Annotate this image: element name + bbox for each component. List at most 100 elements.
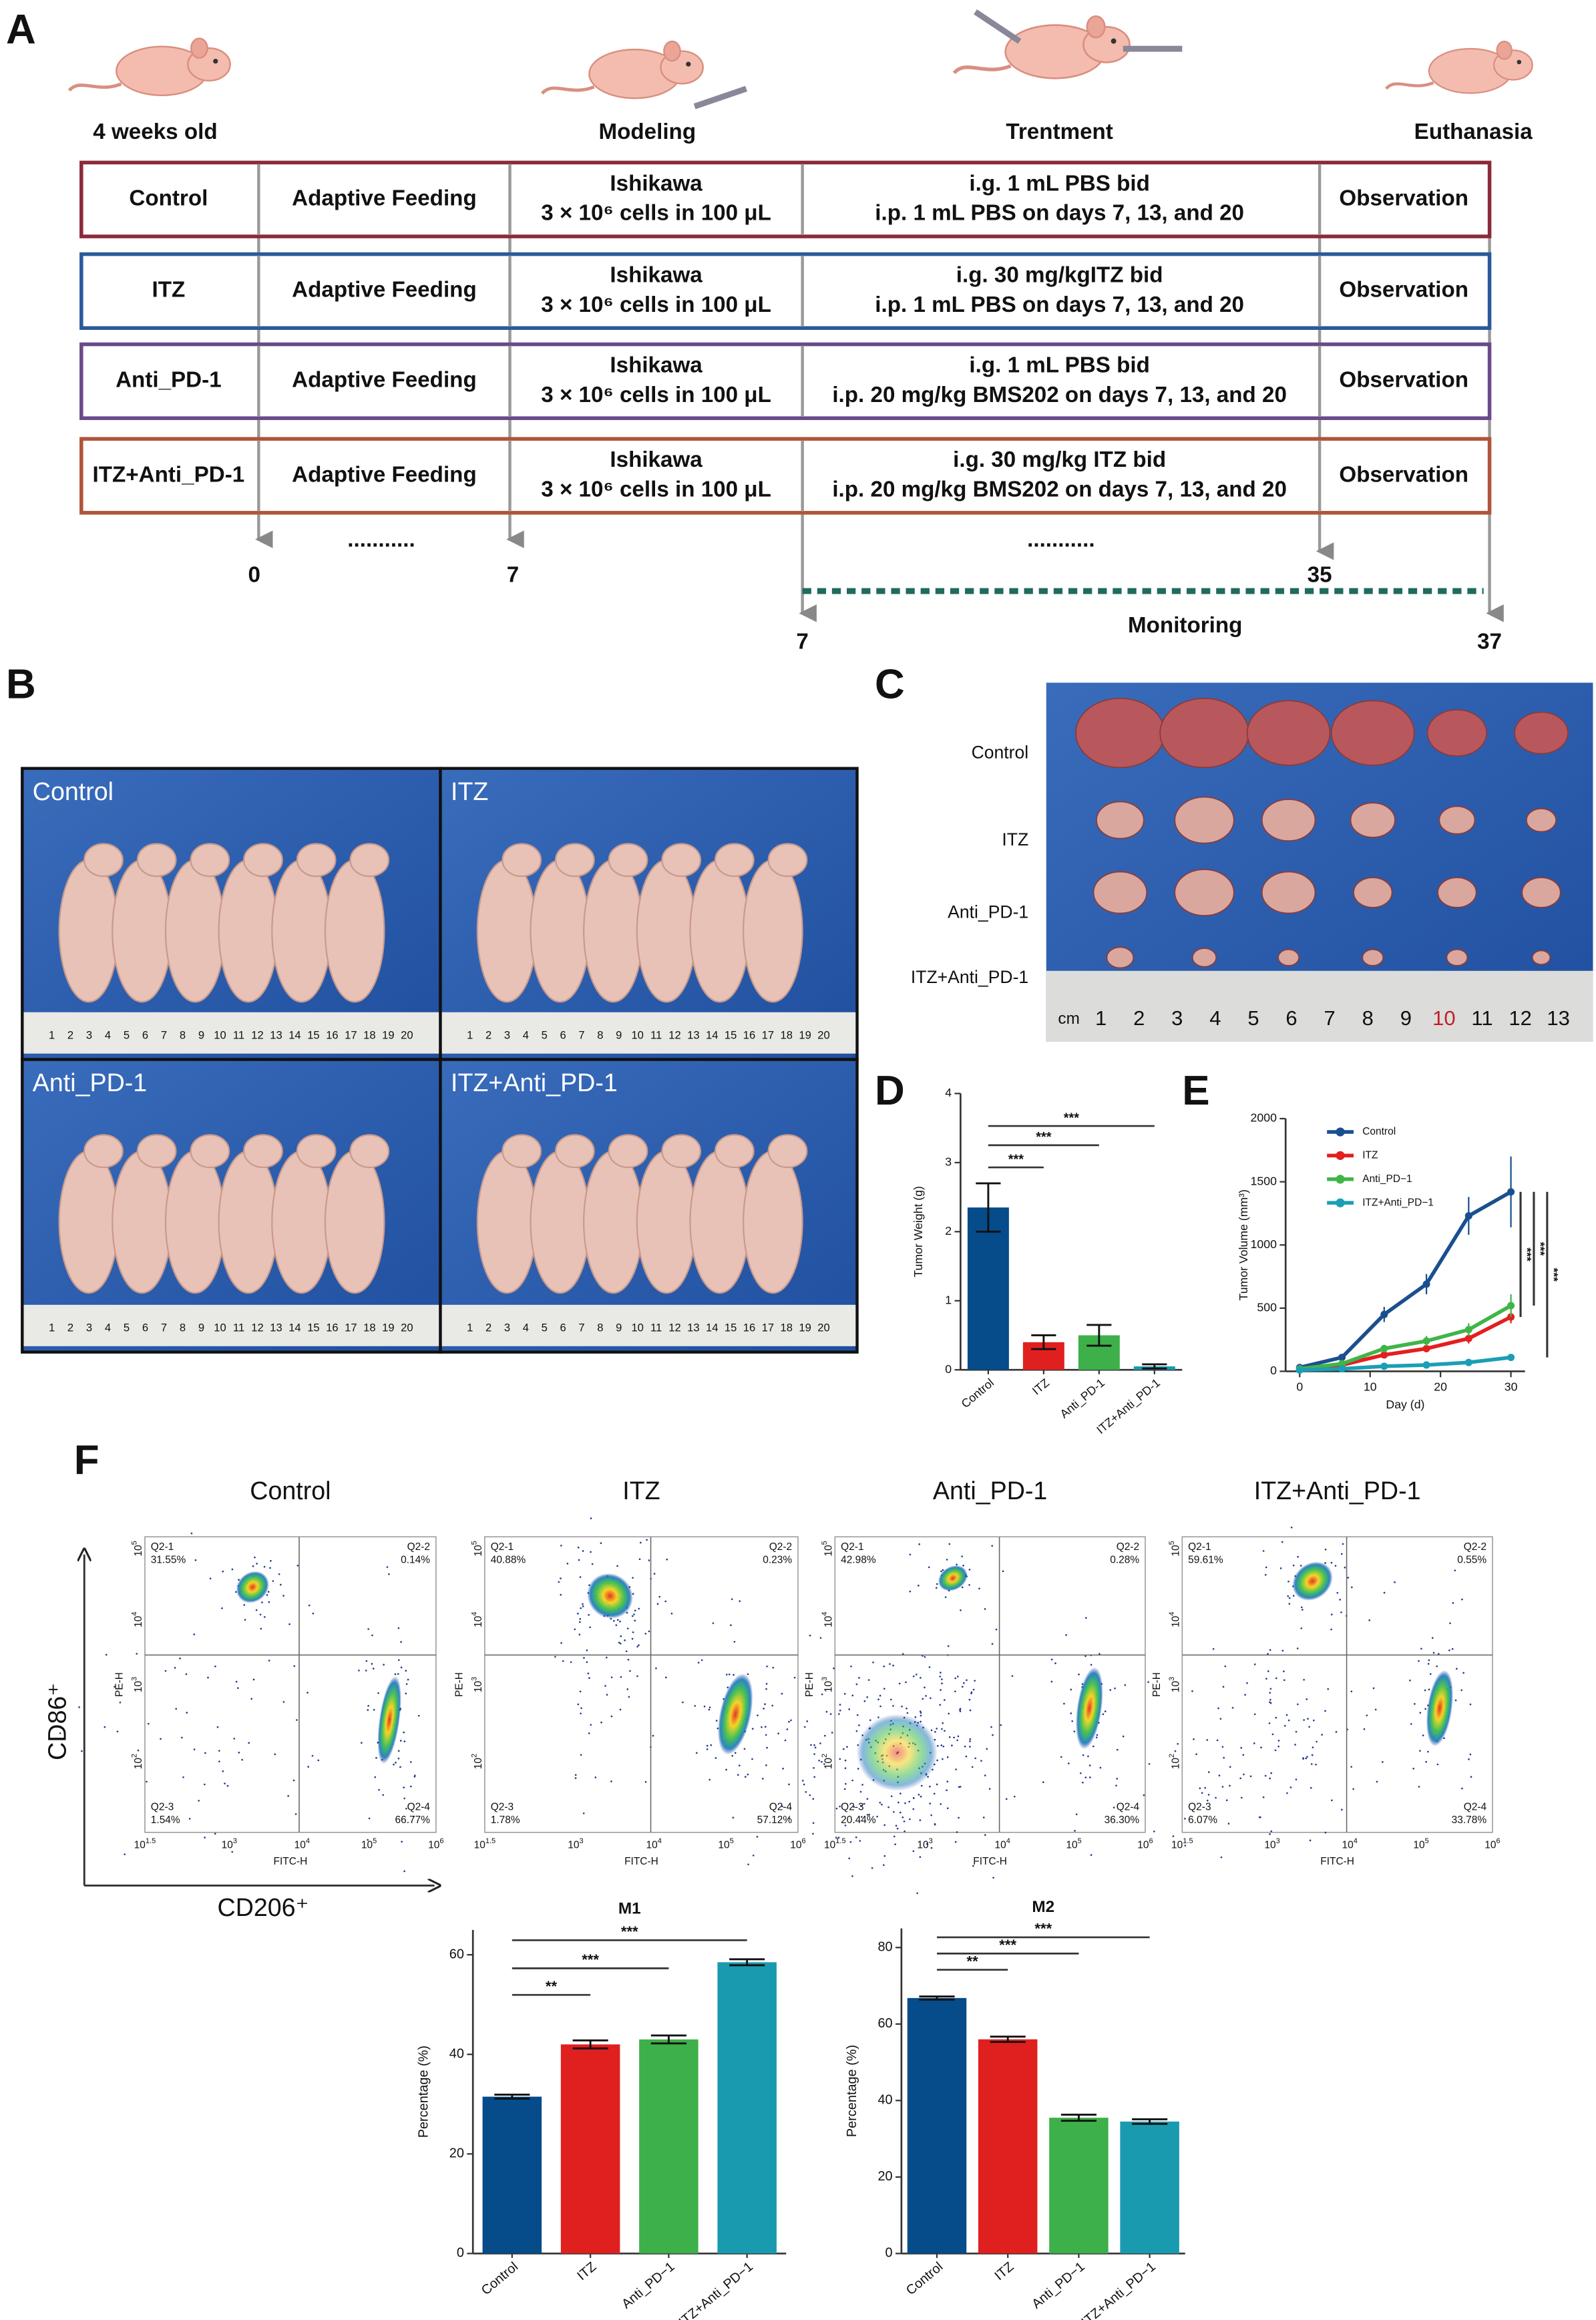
event-dot xyxy=(311,1754,314,1757)
panel-label: E xyxy=(1182,1068,1209,1114)
event-dot xyxy=(405,1670,407,1672)
tick-base: 10 xyxy=(473,1681,484,1692)
event-dot xyxy=(948,1712,950,1715)
event-dot xyxy=(936,1783,938,1786)
group-row xyxy=(79,252,1492,330)
event-dot xyxy=(1302,1757,1304,1759)
tick-base: 10 xyxy=(1342,1840,1354,1851)
event-dot xyxy=(137,1749,140,1752)
event-dot xyxy=(772,1666,775,1669)
event-dot xyxy=(941,1728,943,1730)
event-dot xyxy=(833,1667,835,1670)
event-dot xyxy=(920,1712,922,1714)
event-dot xyxy=(926,1843,928,1845)
ruler-number: 7 xyxy=(161,1322,167,1334)
tumor xyxy=(1514,711,1569,755)
event-dot xyxy=(831,1732,833,1734)
event-dot xyxy=(1347,1577,1350,1579)
event-dot xyxy=(984,1834,986,1836)
event-dot xyxy=(944,1730,946,1732)
event-dot xyxy=(255,1609,258,1611)
ruler-number: 16 xyxy=(743,1322,755,1334)
event-dot xyxy=(960,1609,962,1611)
modeling: Ishikawa xyxy=(610,447,703,472)
event-dot xyxy=(293,1665,296,1668)
event-dot xyxy=(940,1803,942,1805)
event-dot xyxy=(890,1795,893,1797)
event-dot xyxy=(1275,1716,1277,1719)
event-dot xyxy=(397,1673,399,1675)
event-dot xyxy=(574,1774,577,1776)
event-dot xyxy=(1274,1749,1277,1752)
event-dot xyxy=(902,1816,904,1818)
error-bar xyxy=(572,2039,608,2050)
event-dot xyxy=(574,1628,576,1631)
event-dot xyxy=(956,1739,958,1742)
event-dot xyxy=(835,1836,837,1839)
event-dot xyxy=(566,1562,569,1565)
event-dot xyxy=(378,1788,380,1791)
event-dot xyxy=(970,1691,973,1694)
tick-exponent: 4 xyxy=(1168,1611,1176,1615)
event-dot xyxy=(252,1678,255,1681)
photo-mouse xyxy=(271,1150,332,1294)
event-dot xyxy=(909,1590,912,1593)
x-axis-label: FITC-H xyxy=(624,1856,658,1867)
event-dot xyxy=(940,1744,943,1746)
event-dot xyxy=(812,1832,814,1835)
event-dot xyxy=(765,1683,768,1685)
event-dot xyxy=(1283,1724,1286,1727)
event-dot xyxy=(1063,1702,1065,1705)
event-dot xyxy=(1436,1763,1439,1766)
event-dot xyxy=(706,1748,709,1750)
event-dot xyxy=(580,1707,582,1710)
event-dot xyxy=(636,1675,638,1678)
event-dot xyxy=(136,1653,138,1655)
ruler-number: 12 xyxy=(1509,1006,1531,1030)
event-dot xyxy=(966,1679,968,1682)
event-dot xyxy=(615,1624,618,1626)
event-dot xyxy=(851,1779,853,1782)
event-dot xyxy=(1259,1816,1261,1818)
event-dot xyxy=(631,1615,634,1617)
event-dot xyxy=(1229,1766,1231,1768)
event-dot xyxy=(222,1770,224,1772)
event-dot xyxy=(413,1774,416,1777)
event-dot xyxy=(777,1732,779,1735)
x-tick-label: 104 xyxy=(646,1837,662,1851)
event-dot xyxy=(1303,1719,1305,1721)
event-dot xyxy=(243,1603,246,1606)
event-dot xyxy=(752,1855,755,1857)
event-dot xyxy=(1243,1773,1245,1776)
event-dot xyxy=(382,1794,385,1796)
series-line xyxy=(1300,1355,1511,1372)
event-dot xyxy=(634,1619,636,1622)
event-dot xyxy=(1295,1778,1298,1780)
event-dot xyxy=(995,1628,998,1631)
error-bar xyxy=(1132,2118,1168,2125)
error-bar xyxy=(990,2036,1026,2044)
event-dot xyxy=(114,1686,116,1688)
modeling: 3 × 10⁶ cells in 100 μL xyxy=(541,293,771,317)
event-dot xyxy=(560,1641,562,1644)
tick-exponent: 4 xyxy=(1354,1837,1358,1845)
event-dot xyxy=(1297,1555,1299,1558)
event-dot xyxy=(610,1676,613,1678)
ruler-number: 9 xyxy=(616,1322,622,1334)
tick-exponent: 5 xyxy=(821,1541,829,1545)
photo-mouse xyxy=(164,1150,226,1294)
photo-mouse-head xyxy=(136,1134,177,1169)
ruler-number: 4 xyxy=(523,1029,529,1042)
event-dot xyxy=(1383,1591,1386,1594)
event-dot xyxy=(604,1685,606,1687)
event-dot xyxy=(1253,1742,1255,1744)
y-tick-label: 102 xyxy=(1168,1754,1182,1769)
event-dot xyxy=(1363,1728,1366,1730)
event-dot xyxy=(851,1694,854,1697)
event-dot xyxy=(928,1566,930,1569)
event-dot xyxy=(1454,1569,1456,1571)
timeline-day: 35 xyxy=(1308,563,1332,588)
event-dot xyxy=(725,1674,728,1676)
y-marker: CD86⁺ xyxy=(43,1683,71,1760)
x-tick-label: 105 xyxy=(361,1837,377,1851)
